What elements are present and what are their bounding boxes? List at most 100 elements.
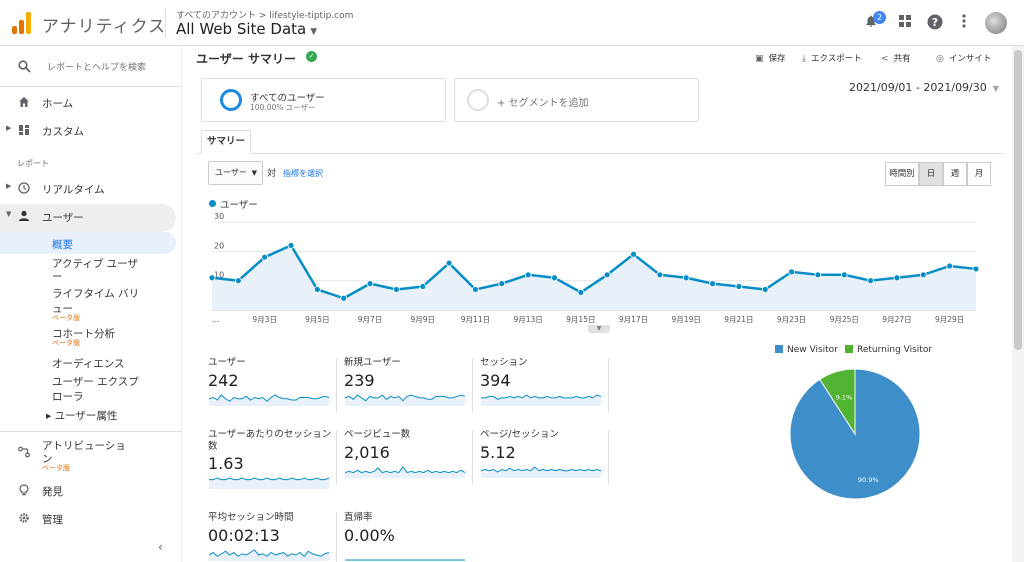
data-point[interactable] bbox=[814, 271, 822, 279]
metric-tile[interactable]: 直帰率 0.00% bbox=[344, 512, 480, 562]
data-point[interactable] bbox=[208, 274, 216, 282]
apps-grid-icon[interactable] bbox=[896, 14, 914, 32]
top-divider bbox=[165, 8, 166, 38]
empty-segment-ring-icon bbox=[467, 89, 489, 111]
y-tick-label: 20 bbox=[214, 241, 224, 250]
data-point[interactable] bbox=[946, 262, 954, 270]
data-point[interactable] bbox=[656, 271, 664, 279]
metric-tile[interactable]: ユーザーあたりのセッション数 1.63 bbox=[208, 429, 344, 507]
collapse-sidebar-icon[interactable]: ‹ bbox=[158, 540, 163, 554]
sidebar-subitem-active-users-cont[interactable]: ー bbox=[52, 271, 63, 283]
sidebar-divider bbox=[0, 431, 182, 432]
page-scrollbar[interactable] bbox=[1012, 46, 1024, 562]
account-view-selector[interactable]: All Web Site Data ▼ bbox=[176, 20, 317, 38]
y-tick-label: 30 bbox=[214, 212, 224, 221]
metric-tile[interactable]: セッション 394 bbox=[480, 357, 616, 435]
metric-dropdown[interactable]: ユーザー ▼ bbox=[208, 161, 263, 185]
granularity-week-button[interactable]: 週 bbox=[943, 162, 967, 186]
data-point[interactable] bbox=[603, 271, 611, 279]
data-point[interactable] bbox=[709, 280, 716, 287]
metric-tile[interactable]: ページビュー数 2,016 bbox=[344, 429, 480, 507]
x-tick-label: 9月3日 bbox=[252, 315, 277, 324]
sparkline-area bbox=[345, 467, 465, 478]
sidebar-subitem-cohort[interactable]: コホート分析 bbox=[52, 328, 115, 340]
share-icon: < bbox=[881, 54, 889, 64]
breadcrumb[interactable]: すべてのアカウント > lifestyle-tiptip.com bbox=[176, 11, 354, 21]
sparkline-area bbox=[209, 478, 329, 489]
x-tick-label: 9月19日 bbox=[672, 315, 701, 324]
insights-button[interactable]: ◎ インサイト bbox=[936, 52, 991, 64]
tile-divider bbox=[336, 512, 337, 562]
metric-label: 新規ユーザー bbox=[344, 357, 401, 368]
sidebar-subitem-user-explorer[interactable]: ユーザー エクスプ bbox=[52, 376, 139, 388]
data-point[interactable] bbox=[735, 283, 743, 290]
sidebar-subitem-active-users[interactable]: アクティブ ユーザ bbox=[52, 258, 138, 270]
y-tick-label: 10 bbox=[214, 271, 224, 280]
sidebar-item-label: アトリビューショ bbox=[42, 440, 126, 452]
metric-tile[interactable]: ユーザー 242 bbox=[208, 357, 344, 435]
metric-tile[interactable]: 新規ユーザー 239 bbox=[344, 357, 480, 435]
data-point[interactable] bbox=[972, 265, 980, 273]
add-segment-button[interactable]: + セグメントを追加 bbox=[454, 78, 699, 122]
data-point[interactable] bbox=[761, 286, 769, 293]
metric-label: ユーザー bbox=[208, 357, 246, 368]
sidebar-item-user-active-bg bbox=[0, 204, 176, 232]
sidebar-subitem-demographics[interactable]: ▸ ユーザー属性 bbox=[46, 410, 118, 422]
granularity-hourly-button[interactable]: 時間別 bbox=[885, 162, 919, 186]
granularity-day-button[interactable]: 日 bbox=[919, 162, 943, 186]
data-point[interactable] bbox=[445, 259, 453, 267]
sidebar-search-placeholder: レポートとヘルプを検索 bbox=[47, 63, 147, 73]
metric-tile[interactable]: ページ/セッション 5.12 bbox=[480, 429, 616, 507]
data-point[interactable] bbox=[498, 280, 506, 287]
date-range-picker[interactable]: 2021/09/01 - 2021/09/30 ▼ bbox=[849, 81, 999, 94]
export-label: エクスポート bbox=[810, 54, 862, 64]
data-point[interactable] bbox=[393, 286, 400, 293]
export-button[interactable]: ⤓ エクスポート bbox=[802, 52, 862, 64]
data-point[interactable] bbox=[630, 250, 637, 258]
data-point[interactable] bbox=[682, 274, 690, 282]
users-line-chart[interactable]: 10 20 30 … 9月3日 9月5日 9月7日 9月9日 9月11日 9月13日 9月15日 9月… bbox=[196, 210, 986, 328]
segment-all-users[interactable]: すべてのユーザー 100.00% ユーザー bbox=[201, 78, 446, 122]
data-point[interactable] bbox=[419, 283, 427, 290]
data-point[interactable] bbox=[313, 286, 321, 293]
data-point[interactable] bbox=[366, 280, 374, 287]
data-point[interactable] bbox=[551, 274, 558, 282]
granularity-month-button[interactable]: 月 bbox=[967, 162, 991, 186]
pie-slice-label: 90.9% bbox=[858, 476, 879, 484]
share-button[interactable]: < 共有 bbox=[881, 52, 911, 64]
sidebar-subitem-user-explorer-cont[interactable]: ローラ bbox=[52, 391, 84, 403]
data-point[interactable] bbox=[867, 277, 875, 285]
sidebar-subitem-audiences[interactable]: オーディエンス bbox=[52, 358, 125, 370]
sidebar-subitem-lifetime-value[interactable]: ライフタイム バリ bbox=[52, 288, 140, 300]
data-point[interactable] bbox=[577, 289, 585, 296]
pie-slice[interactable] bbox=[819, 368, 856, 436]
metric-tile[interactable]: 平均セッション時間 00:02:13 bbox=[208, 512, 344, 562]
visitor-type-pie-chart[interactable]: 90.9% 9.1% bbox=[788, 367, 922, 501]
sidebar-subitem-lifetime-value-cont[interactable]: ュー bbox=[52, 303, 73, 315]
select-metric-link[interactable]: 指標を選択 bbox=[283, 169, 323, 178]
more-vert-icon[interactable] bbox=[955, 14, 973, 32]
scrollbar-thumb[interactable] bbox=[1014, 50, 1022, 350]
chart-resize-handle[interactable]: ▼ bbox=[588, 325, 610, 333]
user-avatar[interactable] bbox=[985, 12, 1007, 34]
data-point[interactable] bbox=[340, 294, 348, 302]
save-button[interactable]: ▣ 保存 bbox=[755, 52, 786, 64]
analytics-logo[interactable] bbox=[12, 12, 32, 34]
sidebar-subitem-overview[interactable]: 概要 bbox=[52, 239, 73, 251]
data-point[interactable] bbox=[472, 286, 479, 293]
data-point[interactable] bbox=[788, 268, 795, 276]
metric-value: 5.12 bbox=[480, 443, 516, 462]
data-point[interactable] bbox=[840, 271, 848, 279]
data-point[interactable] bbox=[287, 242, 295, 249]
tab-summary[interactable]: サマリー bbox=[201, 130, 251, 154]
data-point[interactable] bbox=[919, 271, 927, 279]
data-point[interactable] bbox=[261, 253, 269, 261]
data-point[interactable] bbox=[893, 274, 901, 282]
series-legend-label: ユーザー bbox=[220, 200, 258, 211]
help-icon[interactable]: ? bbox=[926, 14, 944, 32]
data-point[interactable] bbox=[524, 271, 532, 279]
segment-name: すべてのユーザー bbox=[250, 93, 325, 104]
page-title: ユーザー サマリー bbox=[196, 52, 296, 66]
sparkline-area bbox=[209, 395, 329, 406]
data-point[interactable] bbox=[234, 277, 242, 285]
